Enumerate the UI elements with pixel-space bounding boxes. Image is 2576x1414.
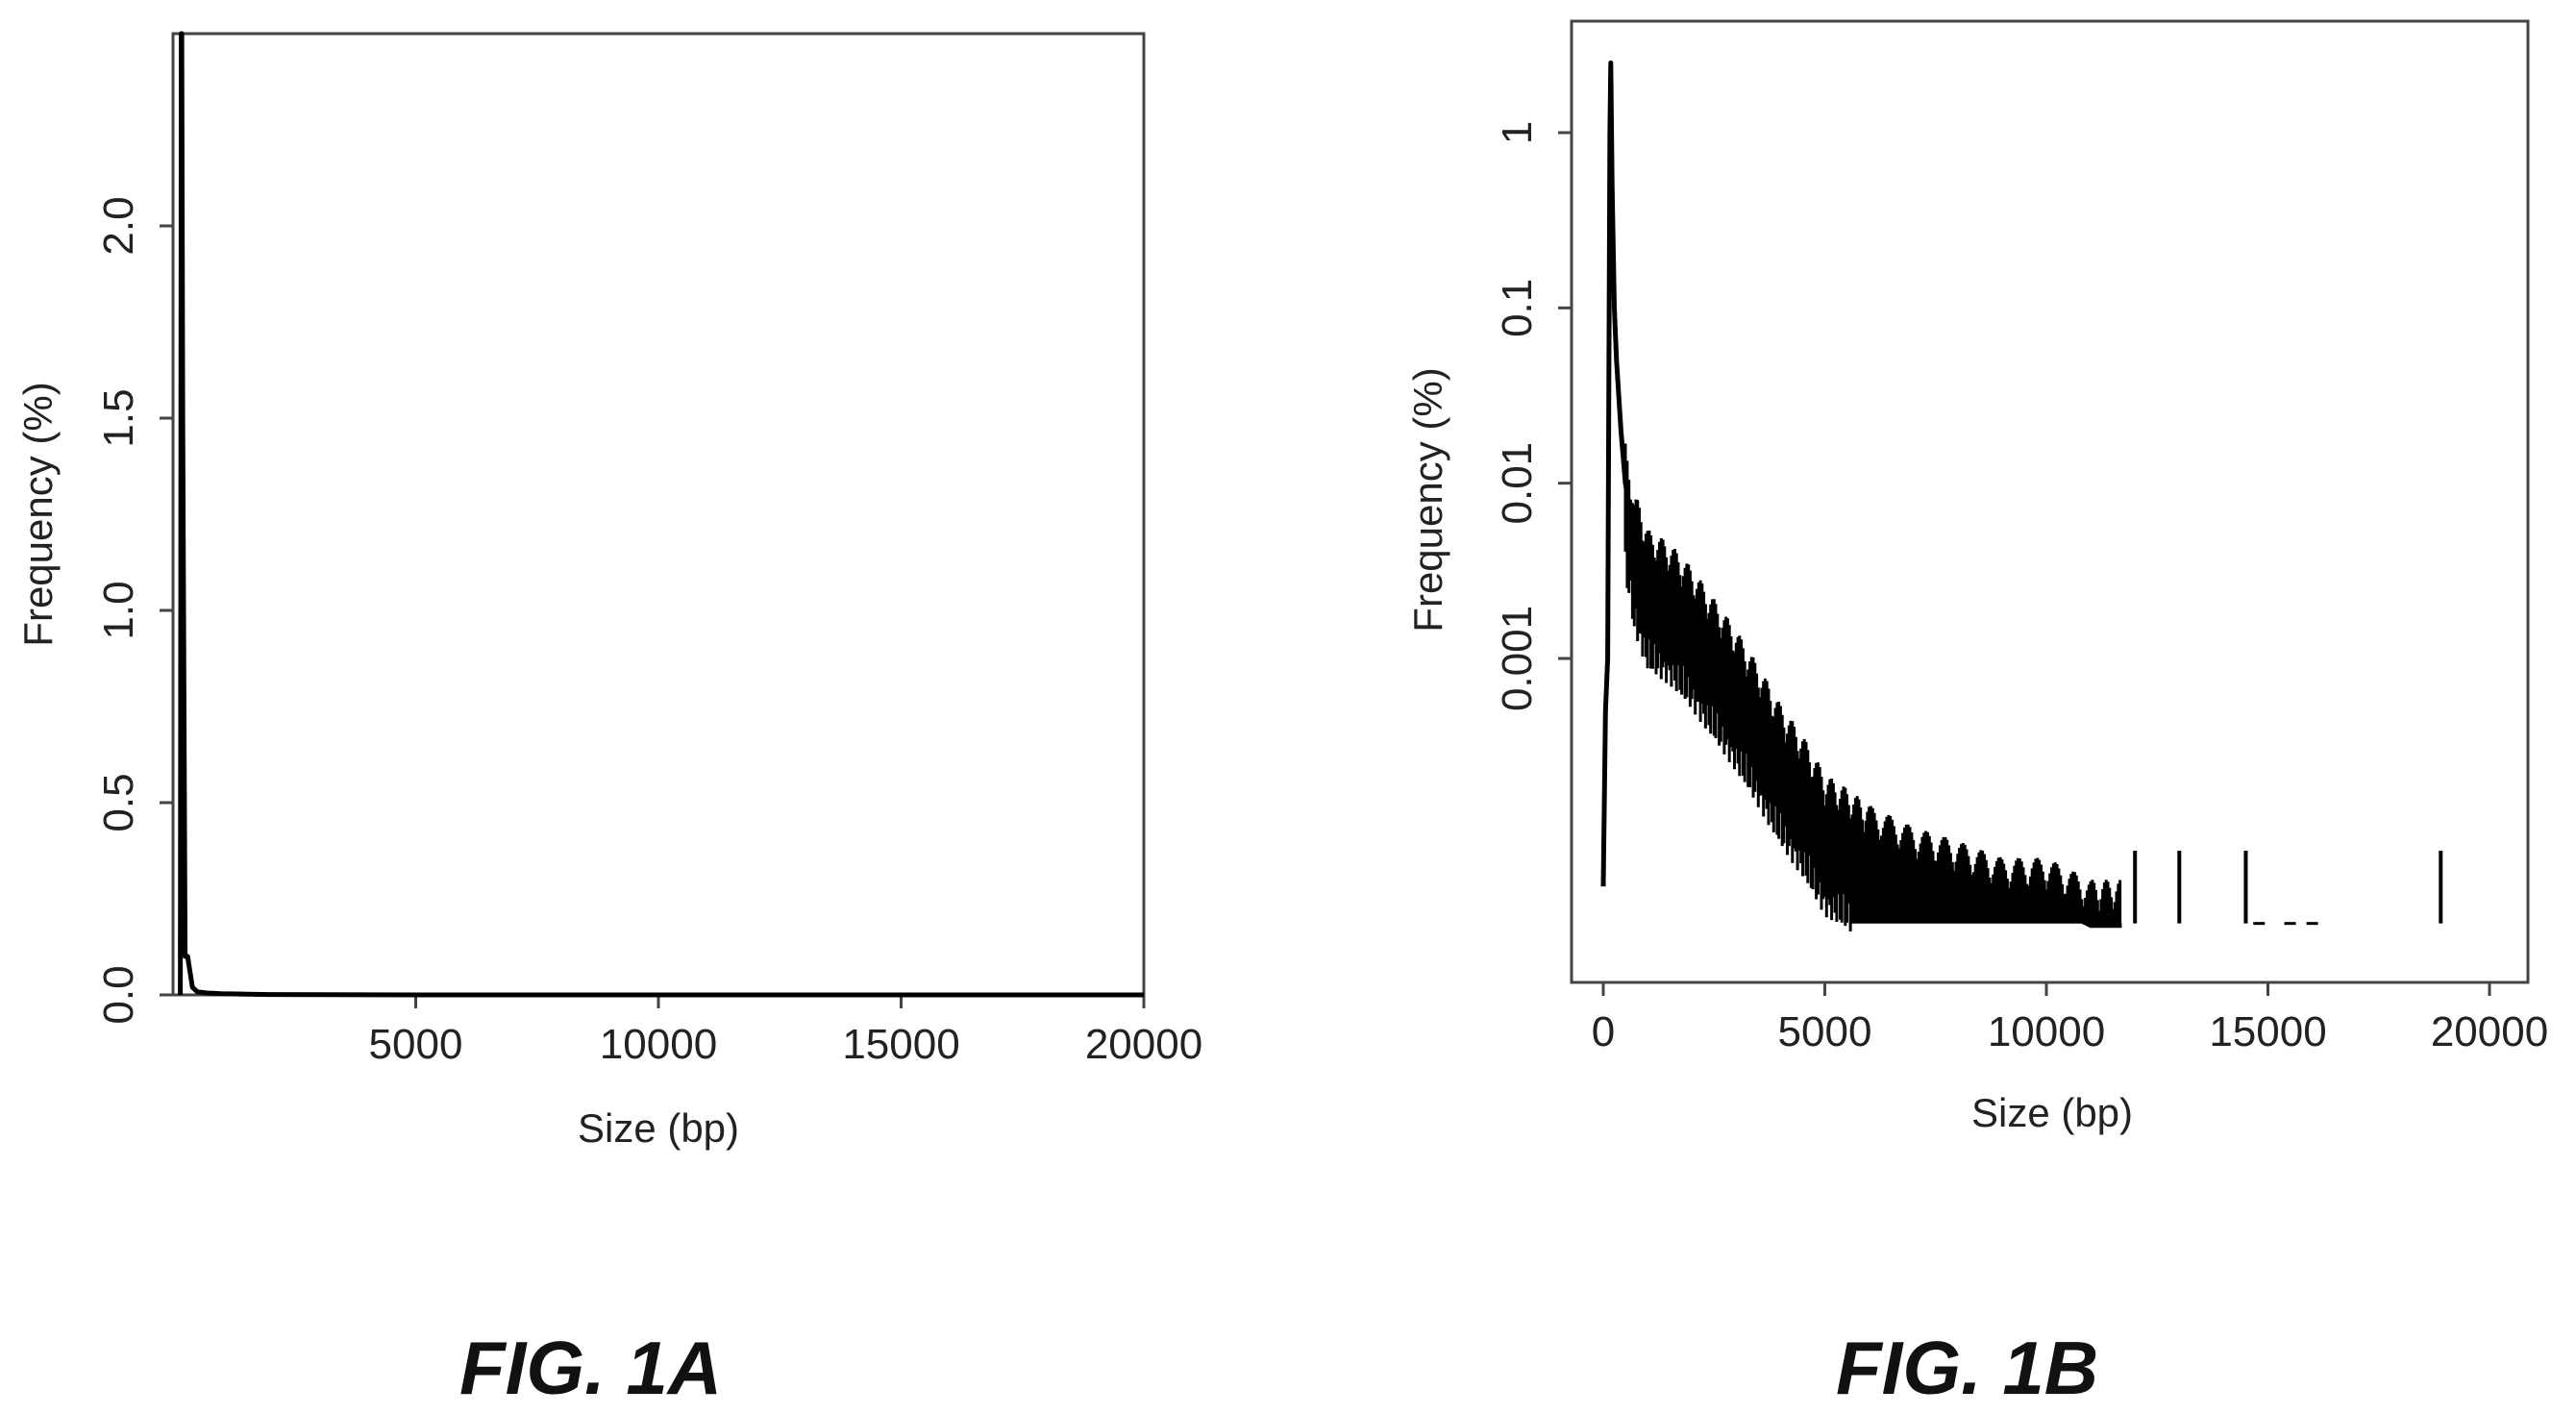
x-axis-label-1a: Size (bp)	[578, 1105, 739, 1151]
frequency-noise-band-1b	[1623, 443, 2122, 931]
y-axis-1a: 0.0 0.5 1.0 1.5 2.0	[95, 196, 173, 1025]
y-axis-label-1a: Frequency (%)	[15, 382, 61, 646]
x-tick-label-1b: 15000	[2209, 1008, 2326, 1055]
x-axis-label-1b: Size (bp)	[1971, 1090, 2133, 1135]
x-tick-label-1a: 10000	[600, 1021, 717, 1068]
frequency-line-1a	[178, 31, 1144, 998]
y-tick-label-1b: 0.01	[1494, 442, 1541, 525]
data-series-1b	[1600, 60, 2443, 931]
chart-1b: 0 5000 10000 15000 20000 0.001 0.01 0.1 1 Size …	[1405, 19, 2548, 1135]
x-tick-label-1b: 20000	[2431, 1008, 2548, 1055]
figure-caption-1b: FIG. 1B	[1836, 1326, 2099, 1410]
x-tick-label-1b: 10000	[1988, 1008, 2105, 1055]
x-tick-label-1b: 0	[1592, 1008, 1615, 1055]
plot-frame-1a	[171, 32, 1146, 997]
chart-1a: 5000 10000 15000 20000 0.0 0.5 1.0 1.5 2.0 Size…	[15, 31, 1202, 1151]
y-tick-label-1a: 1.0	[95, 581, 142, 639]
figure-caption-1a: FIG. 1A	[459, 1326, 723, 1410]
x-tick-label-1a: 5000	[369, 1021, 463, 1068]
y-axis-label-1b: Frequency (%)	[1405, 367, 1450, 632]
plot-frame-1b	[1570, 19, 2530, 984]
frequency-line-1b	[1600, 60, 2122, 929]
y-tick-label-1b: 0.1	[1494, 279, 1541, 337]
y-tick-label-1a: 2.0	[95, 196, 142, 255]
y-tick-label-1a: 1.5	[95, 388, 142, 447]
y-tick-label-1b: 0.001	[1494, 606, 1541, 711]
x-tick-label-1a: 15000	[842, 1021, 959, 1068]
y-tick-label-1a: 0.5	[95, 773, 142, 831]
x-axis-1a: 5000 10000 15000 20000	[369, 995, 1202, 1068]
x-tick-label-1b: 5000	[1778, 1008, 1872, 1055]
data-series-1a	[178, 31, 1144, 998]
y-axis-1b: 0.001 0.01 0.1 1	[1494, 121, 1572, 711]
x-tick-label-1a: 20000	[1085, 1021, 1202, 1068]
x-axis-1b: 0 5000 10000 15000 20000	[1592, 982, 2548, 1055]
y-tick-label-1b: 1	[1494, 121, 1541, 144]
y-tick-label-1a: 0.0	[95, 965, 142, 1024]
